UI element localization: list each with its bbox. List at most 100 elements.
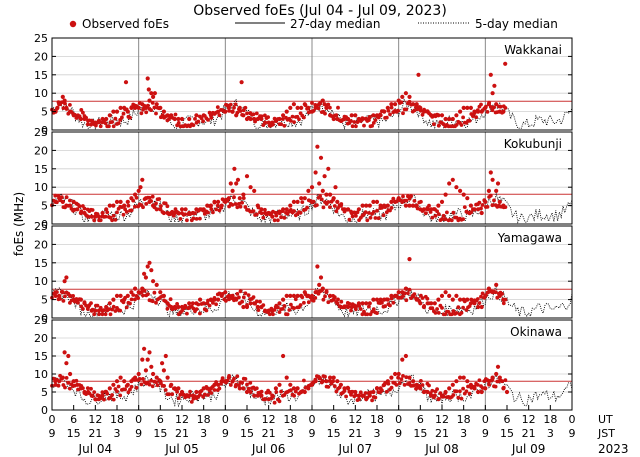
observed-point [384, 115, 389, 120]
observed-point [158, 290, 163, 295]
jst-tick-label: 9 [135, 427, 142, 440]
station-name: Kokubunji [504, 137, 562, 151]
observed-point [95, 303, 100, 308]
observed-point [430, 388, 435, 393]
observed-point [85, 122, 90, 127]
observed-point [400, 357, 405, 362]
observed-point [55, 106, 59, 111]
observed-point [469, 210, 474, 215]
observed-point [179, 207, 185, 212]
observed-point [77, 297, 82, 302]
observed-point [84, 115, 88, 120]
observed-point [248, 381, 253, 385]
observed-point [237, 295, 241, 300]
observed-point [285, 312, 290, 317]
observed-point [490, 91, 495, 96]
observed-point [461, 192, 466, 197]
observed-point [271, 209, 275, 214]
observed-point [349, 113, 354, 118]
y-tick-label: 0 [41, 124, 48, 137]
observed-point [468, 105, 473, 110]
observed-point [143, 368, 148, 373]
observed-point [328, 105, 332, 110]
observed-point [118, 308, 123, 313]
observed-point [154, 380, 158, 384]
observed-point [77, 114, 82, 119]
observed-point [358, 307, 363, 311]
observed-point [404, 298, 409, 303]
observed-point [388, 303, 392, 308]
observed-point [311, 298, 316, 303]
observed-point [136, 105, 141, 110]
observed-point [216, 297, 221, 302]
observed-point [57, 293, 62, 298]
observed-point [308, 109, 313, 114]
observed-point [454, 293, 459, 298]
observed-point [98, 305, 103, 310]
observed-point [430, 115, 435, 119]
observed-point [68, 386, 72, 391]
observed-point [63, 101, 67, 106]
ut-tick-label: 0 [309, 413, 316, 426]
observed-point [228, 181, 233, 186]
observed-point [209, 116, 214, 120]
jst-tick-label: 15 [327, 427, 341, 440]
observed-point [68, 371, 73, 377]
observed-point [232, 376, 236, 381]
observed-point [103, 121, 108, 126]
observed-point [439, 199, 445, 204]
observed-point [123, 387, 127, 392]
observed-point [235, 292, 240, 296]
observed-point [318, 101, 322, 106]
observed-point [115, 389, 119, 394]
observed-point [89, 301, 93, 305]
observed-point [118, 105, 123, 110]
observed-point [113, 309, 118, 313]
observed-point [118, 393, 123, 398]
observed-point [207, 204, 212, 209]
observed-point [488, 72, 493, 77]
day-label: Jul 04 [78, 442, 113, 456]
observed-point [59, 376, 64, 381]
observed-point [140, 177, 145, 182]
station-name: Wakkanai [504, 43, 562, 57]
observed-point [493, 384, 498, 389]
observed-point [161, 368, 166, 373]
observed-point [212, 200, 217, 205]
observed-point [152, 205, 157, 210]
observed-point [497, 199, 502, 204]
observed-point [371, 389, 376, 395]
observed-point [299, 105, 304, 110]
observed-point [472, 111, 477, 115]
observed-point [423, 211, 428, 216]
observed-point [386, 108, 391, 113]
observed-point [324, 192, 329, 197]
observed-point [104, 207, 109, 212]
observed-point [436, 123, 441, 128]
observed-point [394, 383, 399, 387]
observed-point [313, 377, 318, 382]
observed-point [77, 204, 82, 209]
observed-point [404, 107, 409, 112]
observed-point [280, 307, 285, 311]
observed-point [198, 297, 203, 302]
observed-point [347, 389, 352, 394]
observed-point [246, 386, 251, 391]
jst-tick-label: 9 [482, 427, 489, 440]
observed-point [158, 207, 163, 212]
observed-point [458, 109, 463, 114]
jst-tick-label: 9 [569, 427, 576, 440]
observed-point [410, 203, 415, 208]
observed-point [68, 198, 72, 203]
observed-point [74, 297, 79, 301]
observed-point [113, 116, 118, 121]
observed-point [486, 188, 491, 193]
observed-point [123, 80, 129, 85]
observed-point [447, 386, 452, 391]
observed-point [459, 396, 464, 401]
observed-point [440, 217, 444, 222]
observed-point [332, 204, 337, 208]
observed-point [396, 371, 401, 377]
observed-point [225, 198, 230, 203]
